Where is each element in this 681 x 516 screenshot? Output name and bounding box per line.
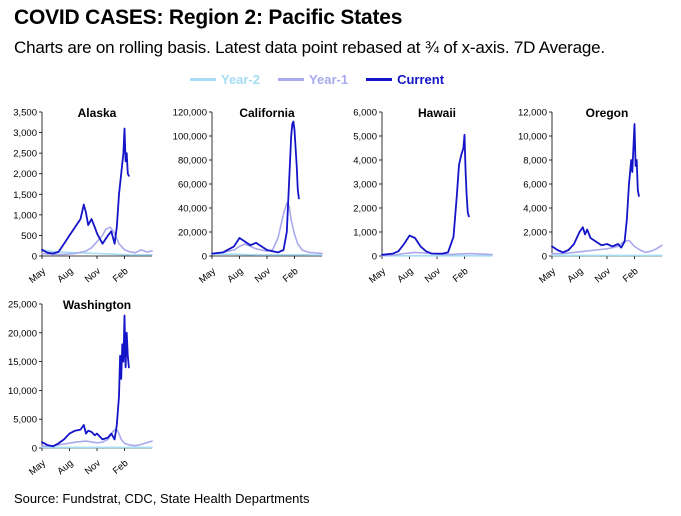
x-tick-label: Nov [423, 266, 443, 285]
y-tick-label: 10,000 [518, 132, 547, 143]
source-note: Source: Fundstrat, CDC, State Health Dep… [14, 491, 310, 506]
legend-swatch-current [366, 77, 393, 81]
x-tick-label: May [367, 266, 388, 286]
y-tick-label: 500 [21, 231, 37, 242]
x-tick-label: Feb [111, 458, 131, 477]
series-line-current [41, 127, 130, 255]
y-tick-label: 0 [32, 252, 37, 263]
series-line-current [551, 123, 640, 254]
y-tick-label: 0 [372, 252, 377, 263]
legend-label-year-2: Year-2 [221, 71, 261, 87]
y-tick-label: 80,000 [178, 156, 207, 167]
legend-item-year-2: Year-2 [190, 72, 260, 87]
chart-alaska: Alaska 0 500 1,000 1,500 2,000 2,500 3,000 3,500… [13, 106, 153, 286]
y-tick-label: 10,000 [8, 386, 37, 397]
series-line-year-2 [211, 253, 323, 256]
x-tick-label: Feb [111, 266, 131, 285]
chart-title: Alaska [78, 106, 117, 120]
y-tick-label: 12,000 [518, 108, 547, 119]
y-tick-label: 1,000 [13, 210, 37, 221]
legend-swatch-year-1 [278, 77, 305, 81]
y-tick-label: 40,000 [178, 204, 207, 215]
y-tick-label: 1,500 [13, 190, 37, 201]
legend-item-year-1: Year-1 [278, 72, 348, 87]
x-tick-label: May [537, 266, 558, 286]
y-tick-label: 2,500 [13, 149, 37, 160]
y-tick-label: 5,000 [13, 415, 37, 426]
y-tick-label: 120,000 [173, 108, 207, 119]
y-tick-label: 20,000 [8, 328, 37, 339]
chart-title: Oregon [586, 106, 629, 120]
legend-label-year-1: Year-1 [309, 71, 349, 87]
y-tick-label: 2,000 [13, 169, 37, 180]
x-tick-label: Aug [55, 458, 75, 477]
y-tick-label: 3,000 [353, 180, 377, 191]
x-tick-label: May [197, 266, 218, 286]
legend-item-current: Current [366, 72, 444, 87]
x-tick-label: Aug [55, 266, 75, 285]
y-tick-label: 5,000 [353, 132, 377, 143]
y-tick-label: 4,000 [523, 204, 547, 215]
y-tick-label: 60,000 [178, 180, 207, 191]
y-tick-label: 15,000 [8, 357, 37, 368]
chart-title: Hawaii [418, 106, 456, 120]
y-tick-label: 4,000 [353, 156, 377, 167]
y-tick-label: 1,000 [353, 228, 377, 239]
legend-label-current: Current [397, 71, 445, 87]
y-tick-label: 0 [32, 444, 37, 455]
y-tick-label: 0 [542, 252, 547, 263]
x-tick-label: Nov [593, 266, 613, 285]
x-tick-label: Nov [253, 266, 273, 285]
chart-hawaii: Hawaii 0 1,000 2,000 3,000 4,000 5,000 6,000 May… [353, 106, 493, 286]
y-tick-label: 6,000 [523, 180, 547, 191]
series-line-year-1 [41, 226, 153, 256]
y-tick-label: 3,500 [13, 108, 37, 119]
x-tick-label: Nov [83, 458, 103, 477]
x-tick-label: May [27, 266, 48, 286]
series-line-current [41, 314, 130, 448]
chart-washington: Washington 0 5,000 10,000 15,000 20,000 25,000… [8, 298, 153, 478]
page-subtitle: Charts are on rolling basis. Latest data… [14, 38, 605, 57]
page-title: COVID CASES: Region 2: Pacific States [14, 6, 403, 29]
x-tick-label: Feb [451, 266, 471, 285]
x-tick-label: Aug [565, 266, 585, 285]
y-tick-label: 20,000 [178, 228, 207, 239]
series-line-current [381, 133, 470, 256]
x-tick-label: Nov [83, 266, 103, 285]
y-tick-label: 2,000 [523, 228, 547, 239]
series-line-current [211, 120, 300, 255]
x-tick-label: May [27, 458, 48, 478]
series-line-year-2 [41, 249, 153, 256]
y-tick-label: 6,000 [353, 108, 377, 119]
y-tick-label: 8,000 [523, 156, 547, 167]
chart-title: California [239, 106, 295, 120]
y-tick-label: 25,000 [8, 300, 37, 311]
y-tick-label: 100,000 [173, 132, 207, 143]
series-line-year-1 [551, 239, 663, 255]
series-line-year-1 [211, 202, 323, 255]
legend-swatch-year-2 [190, 77, 216, 81]
x-tick-label: Feb [621, 266, 641, 285]
chart-california: California 0 20,000 40,000 60,000 80,000 100,0… [173, 106, 323, 286]
chart-title: Washington [63, 298, 131, 312]
x-tick-label: Aug [395, 266, 415, 285]
y-tick-label: 2,000 [353, 204, 377, 215]
x-tick-label: Aug [225, 266, 245, 285]
legend: Year-2 Year-1 Current [190, 70, 444, 88]
chart-oregon: Oregon 0 2,000 4,000 6,000 8,000 10,000 12,000 M… [518, 106, 663, 286]
y-tick-label: 3,000 [13, 128, 37, 139]
x-tick-label: Feb [281, 266, 301, 285]
y-tick-label: 0 [202, 252, 207, 263]
